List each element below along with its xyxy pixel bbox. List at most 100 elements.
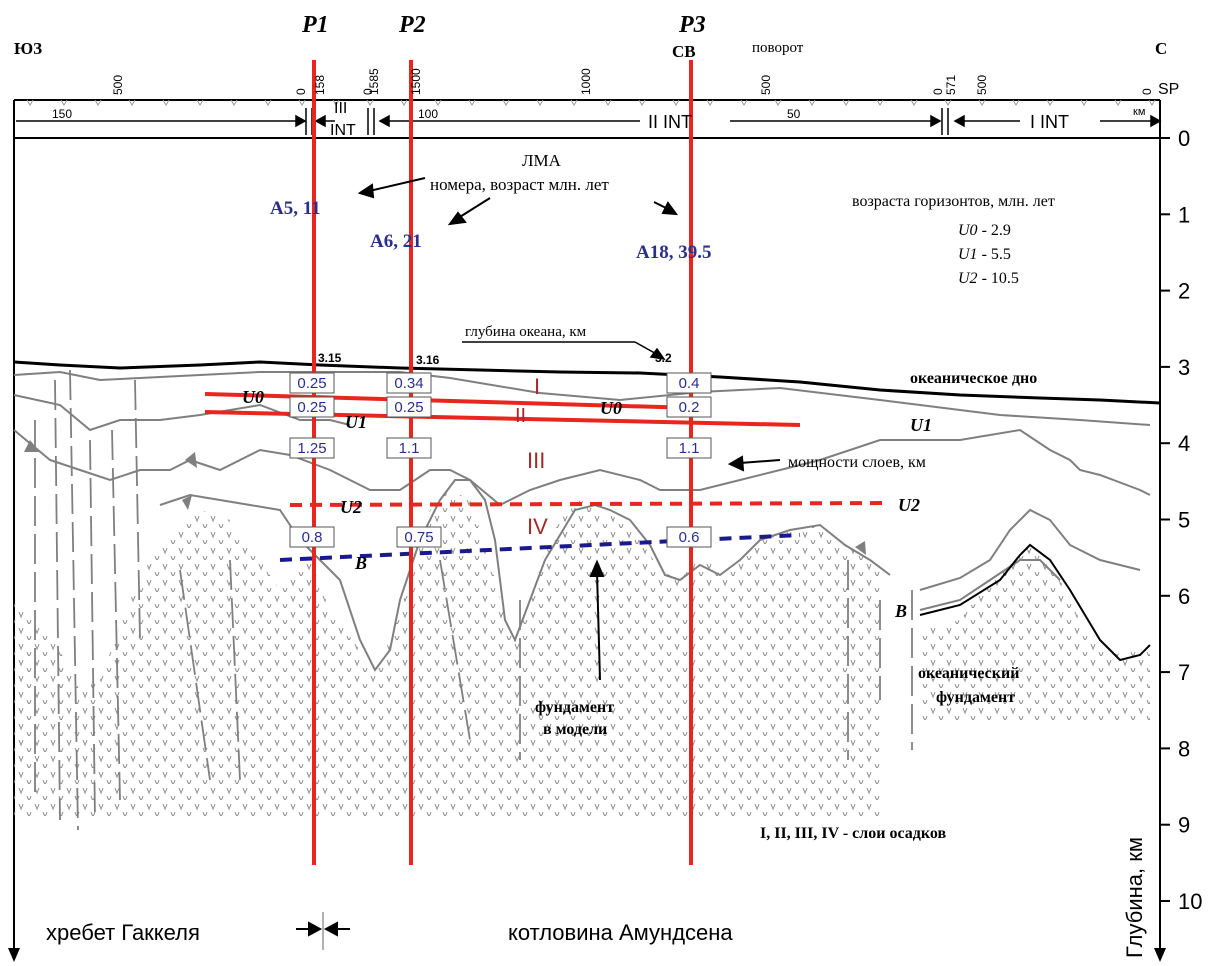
horizon-u1-left: U1: [345, 412, 367, 432]
interval-arrows: [16, 108, 1162, 135]
basement-top-right: [919, 543, 1151, 662]
depth-tick-label: 9: [1178, 813, 1190, 838]
thickness-value: 0.34: [394, 375, 423, 392]
thickness-box: [396, 526, 442, 548]
horizon-b-left: B: [354, 553, 367, 573]
horizon-u2-right: U2: [898, 495, 920, 515]
depth-tick-label: 0: [1178, 126, 1190, 151]
sp-tick-label: 500: [975, 75, 989, 95]
thickness-box: [386, 437, 432, 459]
sp-tick-mark: [264, 99, 272, 106]
sp-tick-mark: [978, 99, 986, 106]
boundary-marker: [296, 912, 350, 950]
label-sw: ЮЗ: [14, 39, 42, 58]
thickness-box: [666, 396, 712, 418]
sp-tick-label: 0: [931, 88, 945, 95]
thickness-box: [666, 437, 712, 459]
dashed-horizon-u2: [289, 501, 891, 507]
sp-tick-mark: [1080, 99, 1088, 106]
sp-tick-mark: [808, 99, 816, 106]
layer-iii: III: [527, 448, 545, 473]
km-tick-50: 50: [787, 107, 801, 121]
sp-tick-mark: [60, 99, 68, 106]
basement-area: [14, 490, 1150, 820]
sp-tick-mark: [910, 99, 918, 106]
sp-tick-label: 571: [944, 75, 958, 95]
depth-tick-label: 8: [1178, 736, 1190, 761]
depth-axis: 0 1 2 3 4 5 6 7 8 9 10: [1154, 100, 1202, 962]
age-label-p2: A6, 21: [370, 231, 422, 252]
oceanic-basement-label-1: океанический: [918, 665, 1019, 682]
thickness-value: 0.25: [394, 399, 423, 416]
basement-arrow: [589, 559, 605, 681]
sp-tick-label: 0: [294, 88, 308, 95]
horizons-title: возраста горизонтов, млн. лет: [852, 193, 1055, 210]
sp-tick-mark: [434, 99, 442, 106]
km-tick-100: 100: [418, 107, 438, 121]
depth-axis-label: Глубина, км: [1122, 837, 1147, 958]
thickness-value: 0.8: [302, 529, 323, 546]
sp-tick-mark: [774, 99, 782, 106]
layer-ii: II: [515, 405, 526, 427]
lma-title: ЛМА: [522, 151, 562, 170]
sp-tick-mark: [604, 99, 612, 106]
sp-tick-mark: [570, 99, 578, 106]
thickness-box: [289, 437, 335, 459]
sp-tick-mark: [468, 99, 476, 106]
sp-tick-label: 500: [111, 75, 125, 95]
horizon-u0-left: U0: [242, 387, 264, 407]
dashed-horizon-b: [279, 533, 801, 562]
seafloor-label: океаническое дно: [910, 370, 1037, 387]
thickness-value: 0.2: [679, 399, 700, 416]
sp-tick-label: 0: [1140, 88, 1154, 95]
sp-tick-label: 0: [361, 88, 375, 95]
thickness-box: [289, 396, 335, 418]
horizon-u0-right: U0: [600, 398, 622, 418]
layer-iv: IV: [527, 514, 548, 539]
sp-tick-label: 500: [759, 75, 773, 95]
sp-tick-mark: [502, 99, 510, 106]
sp-tick-mark: [1012, 99, 1020, 106]
sp-tick-mark: [400, 99, 408, 106]
thickness-value: 0.75: [404, 529, 433, 546]
depth-tick-label: 6: [1178, 584, 1190, 609]
sp-tick-mark: [162, 99, 170, 106]
sp-tick-mark: [26, 99, 34, 106]
sp-tick-mark: [196, 99, 204, 106]
depth-tick-label: 4: [1178, 431, 1190, 456]
horizon-legend-u1: U1 - 5.5: [958, 246, 1011, 263]
sp-tick-mark: [876, 99, 884, 106]
thickness-value: 0.6: [679, 529, 700, 546]
left-boundary-arrow: [8, 138, 20, 962]
oceanic-basement-label-2: фундамент: [936, 689, 1015, 706]
depth-tick-label: 3: [1178, 355, 1190, 380]
profile-name-p2: P2: [398, 12, 426, 38]
km-unit: км: [1133, 106, 1145, 118]
sp-tick-mark: [944, 99, 952, 106]
sp-tick-mark: [536, 99, 544, 106]
sp-tick-mark: [842, 99, 850, 106]
thickness-box: [289, 526, 335, 548]
sp-tick-mark: [128, 99, 136, 106]
region-gakkel: хребет Гаккеля: [46, 920, 200, 945]
thickness-box: [289, 372, 335, 394]
ocean-depth-label: глубина океана, км: [465, 324, 587, 340]
fault-lines: [34, 369, 913, 831]
layers-legend: I, II, III, IV - слои осадков: [760, 825, 946, 842]
thickness-value: 1.25: [297, 440, 326, 457]
profile-name-p3: P3: [678, 12, 706, 38]
age-label-p3: A18, 39.5: [636, 242, 711, 263]
interval-ii: II INT: [648, 112, 692, 132]
ocean-depth-p2: 3.16: [416, 353, 440, 367]
interval-iii: III: [334, 100, 347, 117]
horizon-legend-u2: U2 - 10.5: [958, 270, 1019, 287]
sp-tick-mark: [366, 99, 374, 106]
horizon-u1-right: U1: [910, 415, 932, 435]
label-n: С: [1155, 39, 1167, 58]
profile-name-p1: P1: [301, 12, 329, 38]
sp-tick-mark: [1114, 99, 1122, 106]
sp-tick-label: 1000: [579, 68, 593, 95]
sp-tick-label: 158: [313, 75, 327, 95]
horizon-u2-left: U2: [340, 497, 362, 517]
label-ne: СВ: [672, 42, 696, 61]
